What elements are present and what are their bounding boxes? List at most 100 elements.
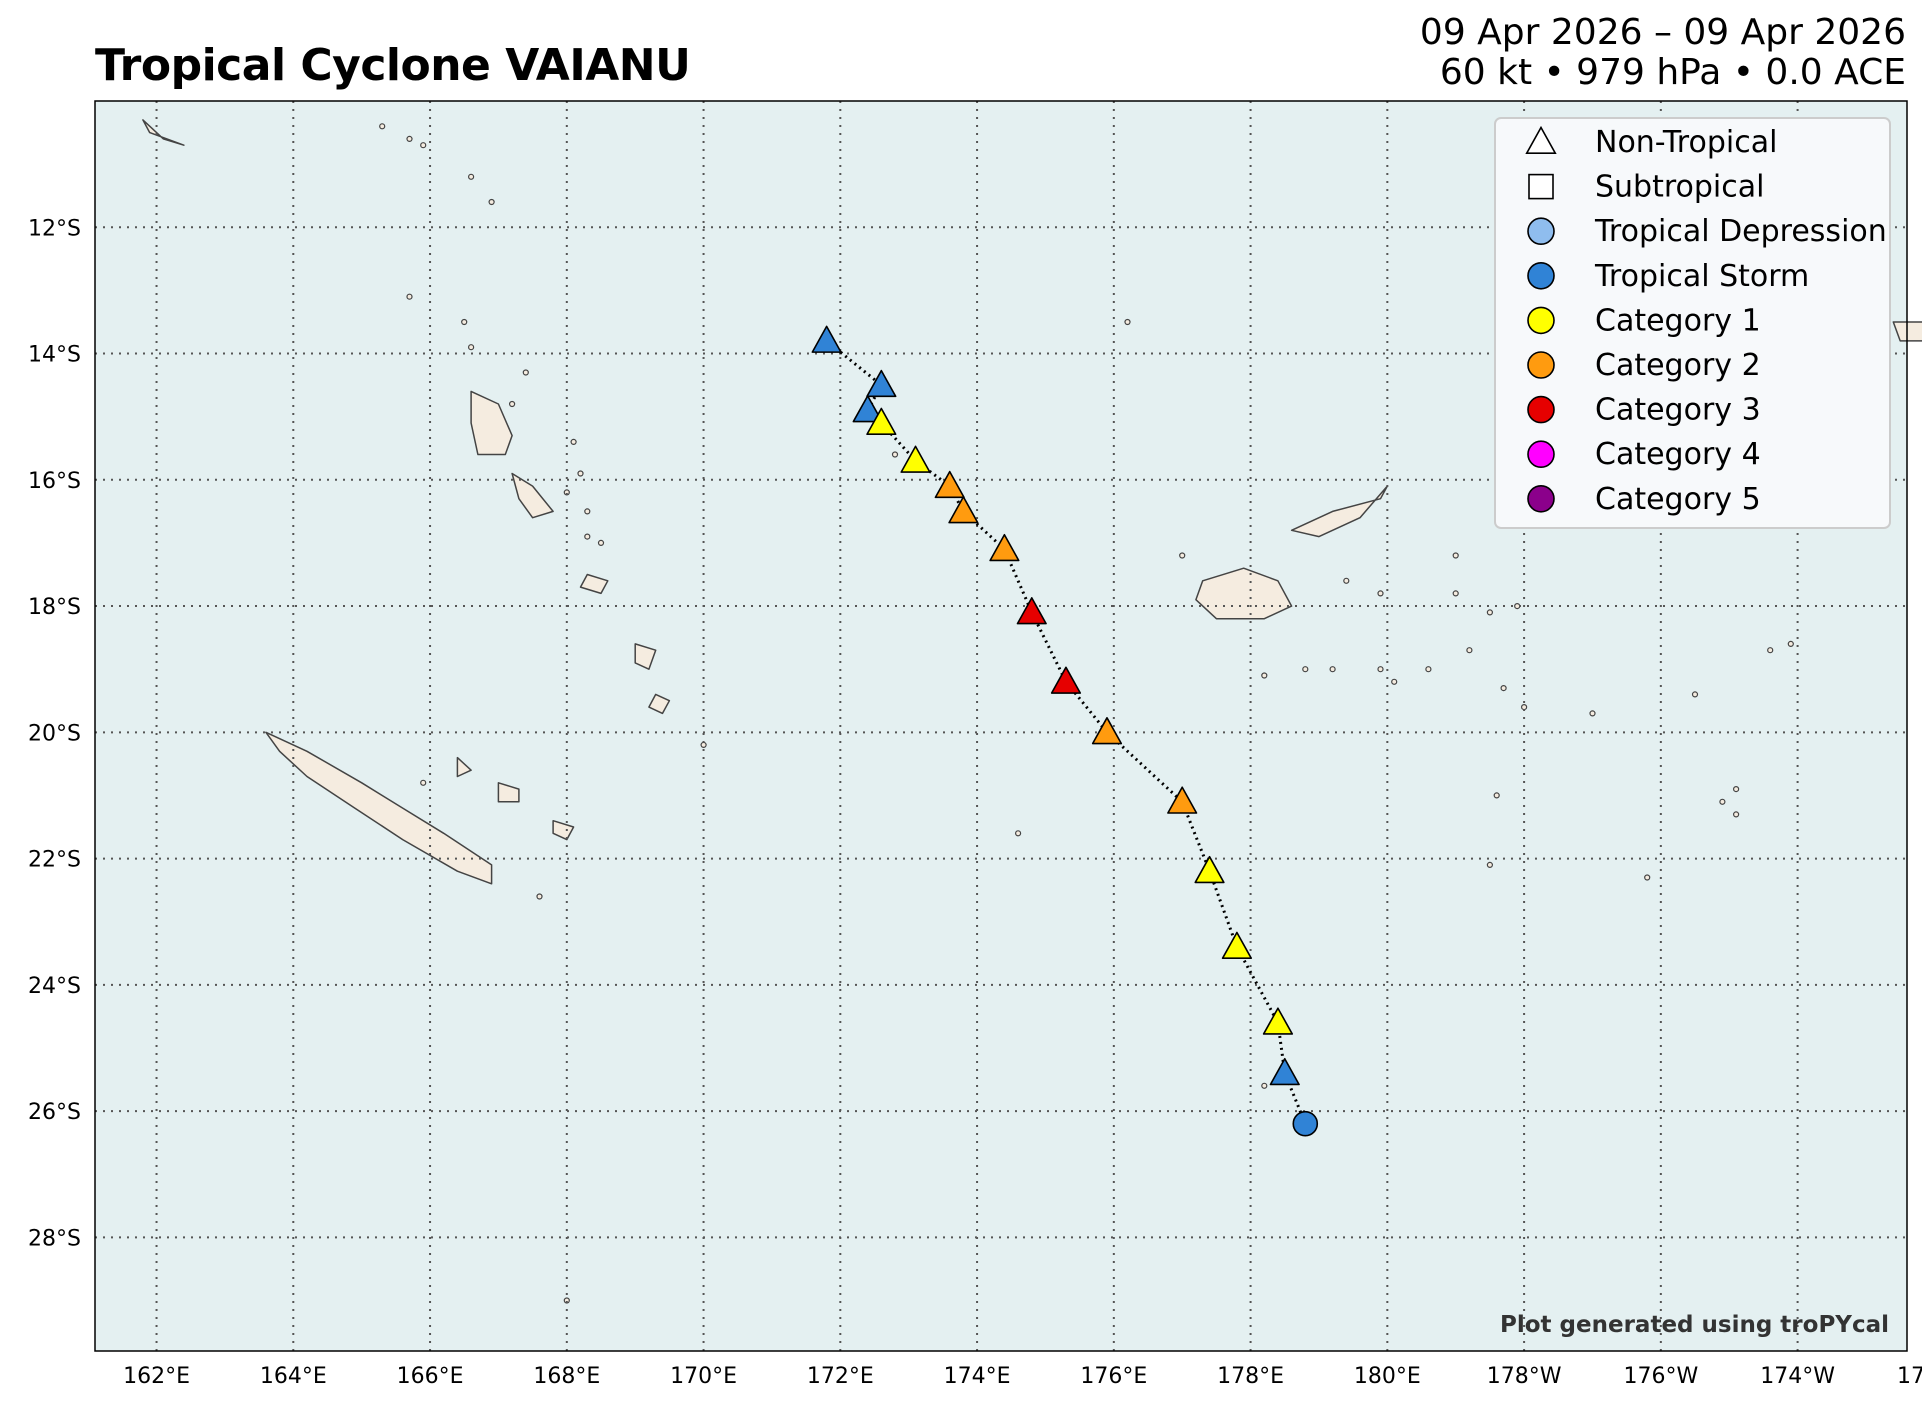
islet xyxy=(597,539,605,547)
legend-label: Tropical Depression xyxy=(1594,214,1887,249)
islet xyxy=(1486,861,1494,869)
legend-label: Category 5 xyxy=(1595,482,1761,517)
islet xyxy=(584,533,591,540)
lon-tick-label: 178°W xyxy=(1487,1364,1562,1389)
lon-tick-label: 176°W xyxy=(1623,1364,1698,1389)
erromango-island xyxy=(634,643,657,670)
islet xyxy=(1179,552,1186,559)
islet xyxy=(891,451,899,458)
track-point-triangle xyxy=(934,470,965,499)
lifou-island xyxy=(497,782,520,803)
track-point-triangle xyxy=(900,445,931,473)
islet xyxy=(1767,647,1774,654)
legend-label: Subtropical xyxy=(1595,170,1764,205)
lon-tick-label: 174°E xyxy=(944,1364,1011,1389)
track-point-triangle xyxy=(866,407,897,436)
islet xyxy=(1719,798,1726,805)
efate-island xyxy=(579,573,609,595)
track-point-triangle xyxy=(852,395,883,423)
islet xyxy=(406,135,413,142)
lat-tick-label: 28°S xyxy=(28,1226,81,1251)
islet xyxy=(1329,666,1336,673)
islet xyxy=(420,142,427,149)
tanna-island xyxy=(648,693,671,715)
lon-tick-label: 168°E xyxy=(533,1364,600,1389)
islet xyxy=(406,293,413,300)
islet xyxy=(700,741,707,749)
lat-tick-label: 22°S xyxy=(28,848,81,873)
legend-circle-icon xyxy=(1527,306,1555,335)
lat-tick-label: 26°S xyxy=(28,1100,81,1125)
track-point-triangle xyxy=(1221,931,1253,959)
santa-cruz-island xyxy=(142,119,185,146)
islet xyxy=(1644,874,1651,881)
track-point-triangle xyxy=(1167,786,1198,814)
lon-tick-label: 172°E xyxy=(807,1364,874,1389)
legend-label: Category 4 xyxy=(1595,437,1761,472)
lat-tick-label: 20°S xyxy=(28,721,81,746)
lat-tick-label: 18°S xyxy=(28,595,81,620)
islet xyxy=(1425,666,1432,673)
islet xyxy=(488,198,495,206)
islet xyxy=(1486,609,1494,616)
islet xyxy=(420,779,427,786)
lat-tick-label: 24°S xyxy=(28,974,81,999)
page-title: Tropical Cyclone VAIANU xyxy=(95,40,691,91)
espiritu-santo-island xyxy=(470,390,513,456)
islet xyxy=(1732,811,1740,818)
legend-circle-icon xyxy=(1527,484,1555,513)
lon-tick-label: 164°E xyxy=(260,1364,327,1389)
islet xyxy=(1261,672,1268,679)
new-caledonia-island xyxy=(265,731,493,885)
track-point-triangle xyxy=(1194,855,1225,884)
track-point-triangle xyxy=(866,369,897,398)
islet xyxy=(468,173,475,180)
lon-tick-label: 176°E xyxy=(1080,1364,1147,1389)
legend-circle-icon xyxy=(1527,440,1555,469)
track-point-triangle xyxy=(948,496,979,524)
lat-tick-label: 16°S xyxy=(28,469,81,494)
track-line xyxy=(825,339,1307,1125)
lon-tick-label: 174°W xyxy=(1760,1364,1835,1389)
islet xyxy=(1124,318,1131,326)
track-point-triangle xyxy=(1262,1007,1294,1035)
legend-triangle-icon xyxy=(1525,125,1557,155)
islet xyxy=(584,508,591,515)
date-range: 09 Apr 2026 – 09 Apr 2026 xyxy=(1419,12,1906,53)
credit-text: Plot generated using troPYcal xyxy=(1500,1312,1889,1338)
islet xyxy=(1452,590,1459,597)
islet xyxy=(1787,640,1794,648)
islet xyxy=(1452,552,1459,559)
legend-circle-icon xyxy=(1527,395,1555,424)
lat-tick-label: 14°S xyxy=(28,343,81,368)
track-point-triangle xyxy=(989,533,1020,562)
islet xyxy=(1520,703,1528,711)
mare-island xyxy=(552,819,575,841)
legend-label: Tropical Storm xyxy=(1594,259,1809,294)
track-point-triangle xyxy=(1050,666,1082,694)
track-point-circle xyxy=(1292,1110,1319,1137)
islet xyxy=(461,318,468,326)
ouvea-island xyxy=(456,756,472,778)
legend-label: Category 2 xyxy=(1595,348,1761,383)
lon-tick-label: 178°E xyxy=(1217,1364,1284,1389)
viti-levu-island xyxy=(1195,567,1293,620)
track-point-triangle xyxy=(1016,597,1047,625)
storm-track xyxy=(811,325,1319,1137)
islet xyxy=(1514,602,1521,610)
islet xyxy=(1377,590,1384,597)
legend-label: Non-Tropical xyxy=(1595,125,1777,160)
islet xyxy=(468,344,475,351)
legend: Non-Tropical Subtropical Tropical Depressi… xyxy=(1494,117,1891,529)
islet xyxy=(570,438,577,445)
islet xyxy=(1691,691,1699,698)
lon-tick-label: 170°E xyxy=(670,1364,737,1389)
islet xyxy=(1261,1082,1268,1089)
islet xyxy=(1589,710,1596,717)
lon-tick-label: 172°W xyxy=(1897,1364,1922,1389)
track-point-triangle xyxy=(811,325,842,353)
malakula-island xyxy=(511,472,554,519)
storm-stats: 60 kt • 979 hPa • 0.0 ACE xyxy=(1439,52,1906,93)
islet xyxy=(1500,684,1507,692)
